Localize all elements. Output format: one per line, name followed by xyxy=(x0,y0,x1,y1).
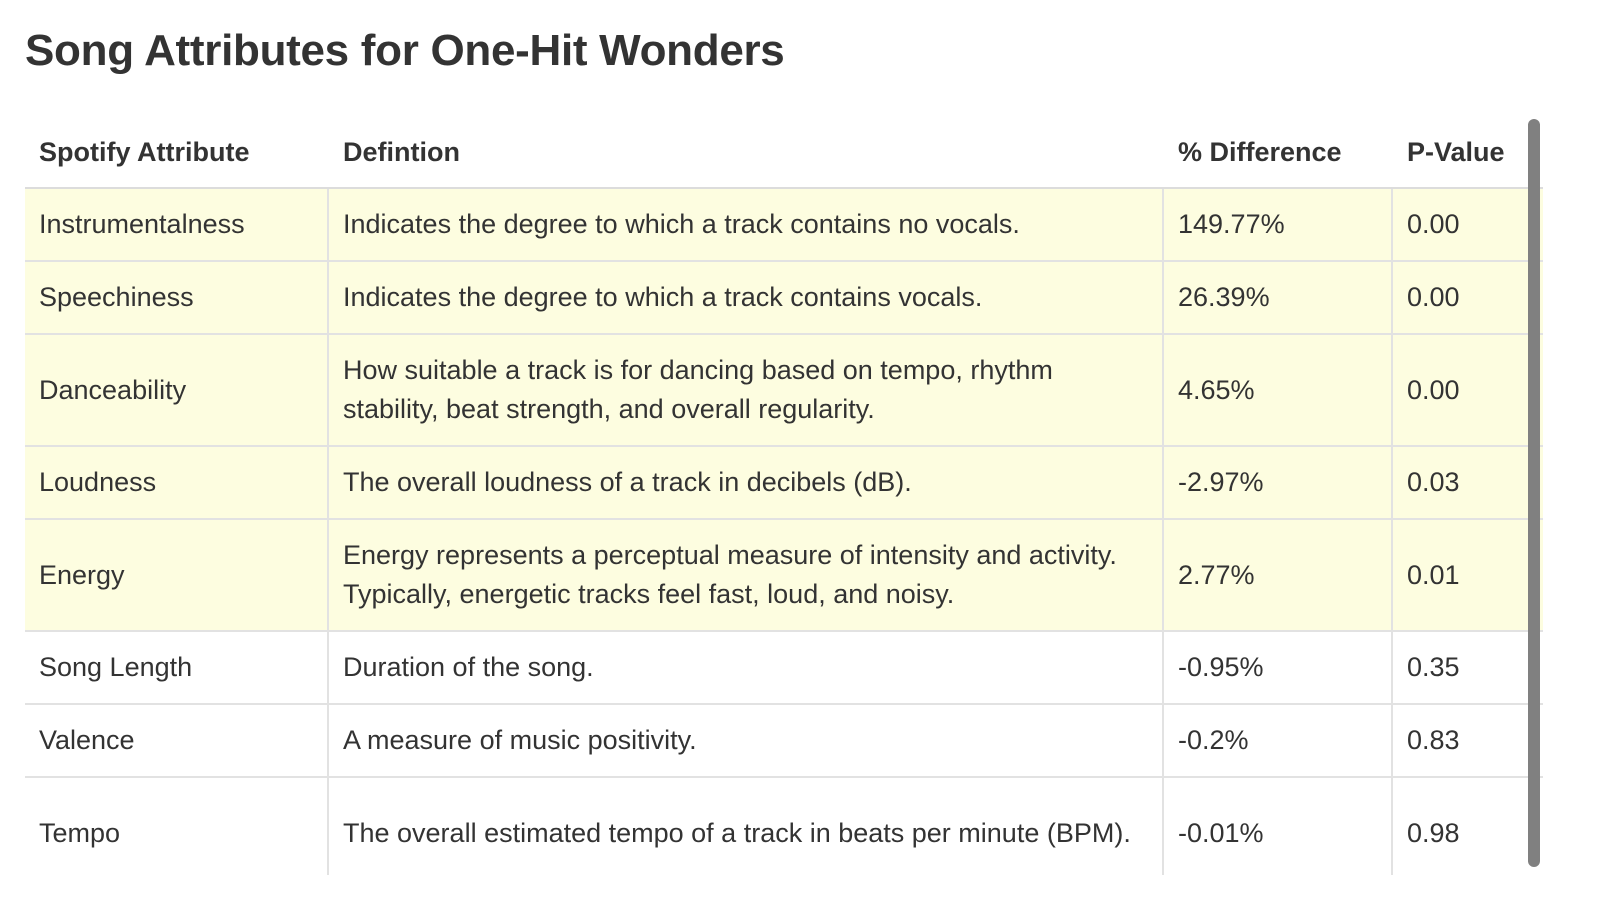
cell-p-value: 0.35 xyxy=(1391,631,1543,705)
cell-difference: -0.2% xyxy=(1162,704,1392,778)
cell-attribute: Song Length xyxy=(25,631,328,705)
table-row: Valence A measure of music positivity. -… xyxy=(25,704,1543,778)
cell-attribute: Speechiness xyxy=(25,261,328,335)
column-header-difference: % Difference xyxy=(1162,117,1392,189)
cell-definition: Energy represents a perceptual measure o… xyxy=(327,519,1163,632)
cell-definition: Indicates the degree to which a track co… xyxy=(327,188,1163,262)
table-row: Speechiness Indicates the degree to whic… xyxy=(25,261,1543,335)
cell-attribute: Energy xyxy=(25,519,328,632)
cell-definition: The overall estimated tempo of a track i… xyxy=(327,777,1163,875)
cell-p-value: 0.00 xyxy=(1391,261,1543,335)
table-row: Energy Energy represents a perceptual me… xyxy=(25,519,1543,632)
cell-difference: 26.39% xyxy=(1162,261,1392,335)
cell-definition: Indicates the degree to which a track co… xyxy=(327,261,1163,335)
cell-attribute: Valence xyxy=(25,704,328,778)
vertical-scrollbar[interactable] xyxy=(1528,119,1540,867)
cell-p-value: 0.00 xyxy=(1391,334,1543,447)
column-header-definition: Defintion xyxy=(327,117,1163,189)
table-row: Danceability How suitable a track is for… xyxy=(25,334,1543,447)
cell-difference: 4.65% xyxy=(1162,334,1392,447)
cell-attribute: Instrumentalness xyxy=(25,188,328,262)
attributes-table: Spotify Attribute Defintion % Difference… xyxy=(25,117,1543,875)
cell-difference: 2.77% xyxy=(1162,519,1392,632)
cell-attribute: Loudness xyxy=(25,446,328,520)
page-title: Song Attributes for One-Hit Wonders xyxy=(25,26,785,75)
cell-difference: -0.95% xyxy=(1162,631,1392,705)
table-row: Tempo The overall estimated tempo of a t… xyxy=(25,777,1543,875)
cell-attribute: Tempo xyxy=(25,777,328,875)
table-row: Song Length Duration of the song. -0.95%… xyxy=(25,631,1543,705)
cell-definition: How suitable a track is for dancing base… xyxy=(327,334,1163,447)
cell-difference: -2.97% xyxy=(1162,446,1392,520)
cell-definition: The overall loudness of a track in decib… xyxy=(327,446,1163,520)
cell-definition: Duration of the song. xyxy=(327,631,1163,705)
cell-p-value: 0.01 xyxy=(1391,519,1543,632)
cell-p-value: 0.83 xyxy=(1391,704,1543,778)
cell-attribute: Danceability xyxy=(25,334,328,447)
table-row: Loudness The overall loudness of a track… xyxy=(25,446,1543,520)
attributes-table-container[interactable]: Spotify Attribute Defintion % Difference… xyxy=(25,117,1543,875)
cell-p-value: 0.98 xyxy=(1391,777,1543,875)
table-header-row: Spotify Attribute Defintion % Difference… xyxy=(25,117,1543,189)
cell-difference: 149.77% xyxy=(1162,188,1392,262)
cell-p-value: 0.03 xyxy=(1391,446,1543,520)
column-header-p-value: P-Value xyxy=(1391,117,1543,189)
cell-p-value: 0.00 xyxy=(1391,188,1543,262)
table-row: Instrumentalness Indicates the degree to… xyxy=(25,188,1543,262)
column-header-attribute: Spotify Attribute xyxy=(25,117,328,189)
cell-definition: A measure of music positivity. xyxy=(327,704,1163,778)
cell-difference: -0.01% xyxy=(1162,777,1392,875)
